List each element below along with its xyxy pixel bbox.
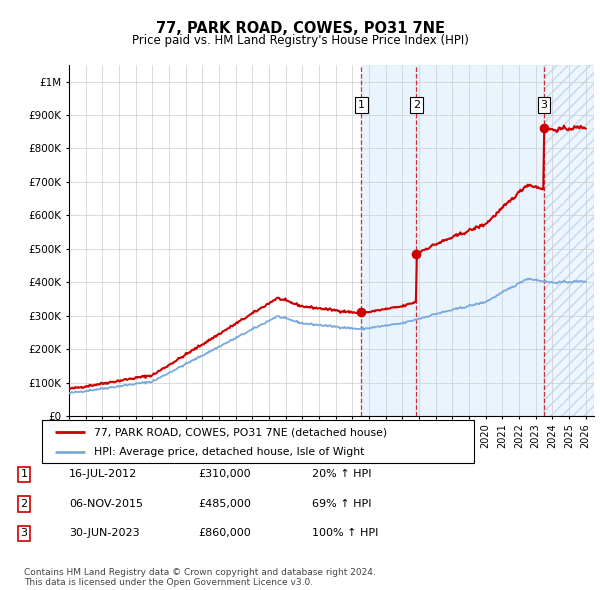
Text: Price paid vs. HM Land Registry's House Price Index (HPI): Price paid vs. HM Land Registry's House … bbox=[131, 34, 469, 47]
Text: 77, PARK ROAD, COWES, PO31 7NE (detached house): 77, PARK ROAD, COWES, PO31 7NE (detached… bbox=[94, 427, 387, 437]
Text: 3: 3 bbox=[20, 529, 28, 538]
Text: £485,000: £485,000 bbox=[198, 499, 251, 509]
Bar bbox=[544, 65, 594, 416]
Text: 2: 2 bbox=[20, 499, 28, 509]
Text: 3: 3 bbox=[541, 100, 547, 110]
FancyBboxPatch shape bbox=[42, 420, 474, 463]
Text: 2: 2 bbox=[413, 100, 420, 110]
Text: 77, PARK ROAD, COWES, PO31 7NE: 77, PARK ROAD, COWES, PO31 7NE bbox=[155, 21, 445, 35]
Bar bbox=[416, 65, 544, 416]
Text: 30-JUN-2023: 30-JUN-2023 bbox=[69, 529, 140, 538]
Text: 69% ↑ HPI: 69% ↑ HPI bbox=[312, 499, 371, 509]
Text: 06-NOV-2015: 06-NOV-2015 bbox=[69, 499, 143, 509]
Text: 1: 1 bbox=[358, 100, 365, 110]
Text: 100% ↑ HPI: 100% ↑ HPI bbox=[312, 529, 379, 538]
Text: £310,000: £310,000 bbox=[198, 470, 251, 479]
Text: 1: 1 bbox=[20, 470, 28, 479]
Text: HPI: Average price, detached house, Isle of Wight: HPI: Average price, detached house, Isle… bbox=[94, 447, 364, 457]
Text: Contains HM Land Registry data © Crown copyright and database right 2024.
This d: Contains HM Land Registry data © Crown c… bbox=[24, 568, 376, 587]
Text: 20% ↑ HPI: 20% ↑ HPI bbox=[312, 470, 371, 479]
Bar bbox=[361, 65, 416, 416]
Text: £860,000: £860,000 bbox=[198, 529, 251, 538]
Text: 16-JUL-2012: 16-JUL-2012 bbox=[69, 470, 137, 479]
